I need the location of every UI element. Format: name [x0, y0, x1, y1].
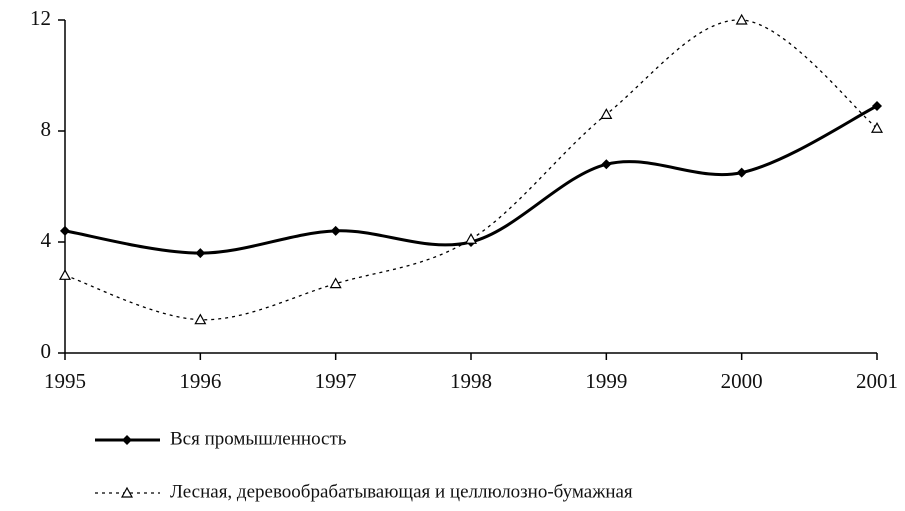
x-tick-label: 1999: [585, 369, 627, 393]
data-point: [872, 101, 882, 112]
data-point: [735, 13, 748, 25]
y-tick-label: 8: [41, 117, 52, 141]
data-point: [195, 248, 206, 259]
x-tick-label: 2000: [721, 369, 763, 393]
data-point: [60, 225, 70, 236]
legend-label: Вся промышленность: [170, 428, 347, 449]
x-tick-label: 1996: [179, 369, 221, 393]
y-tick-label: 12: [30, 6, 51, 30]
x-tick-label: 1995: [44, 369, 86, 393]
x-tick-label: 2001: [856, 369, 898, 393]
legend-label: Лесная, деревообрабатывающая и целлюлозн…: [170, 481, 633, 502]
legend-marker: [120, 486, 134, 498]
x-tick-label: 1998: [450, 369, 492, 393]
data-point: [464, 232, 478, 244]
x-tick-label: 1997: [315, 369, 357, 393]
data-point: [736, 167, 747, 178]
data-point: [330, 225, 341, 236]
data-point: [870, 121, 884, 133]
y-tick-label: 0: [41, 339, 52, 363]
data-point: [194, 313, 207, 325]
data-point: [58, 269, 72, 280]
legend-marker: [122, 435, 132, 445]
y-tick-label: 4: [41, 228, 52, 252]
data-point: [329, 277, 342, 289]
data-point: [601, 159, 612, 170]
data-point: [600, 108, 613, 119]
series-line: [64, 104, 878, 255]
